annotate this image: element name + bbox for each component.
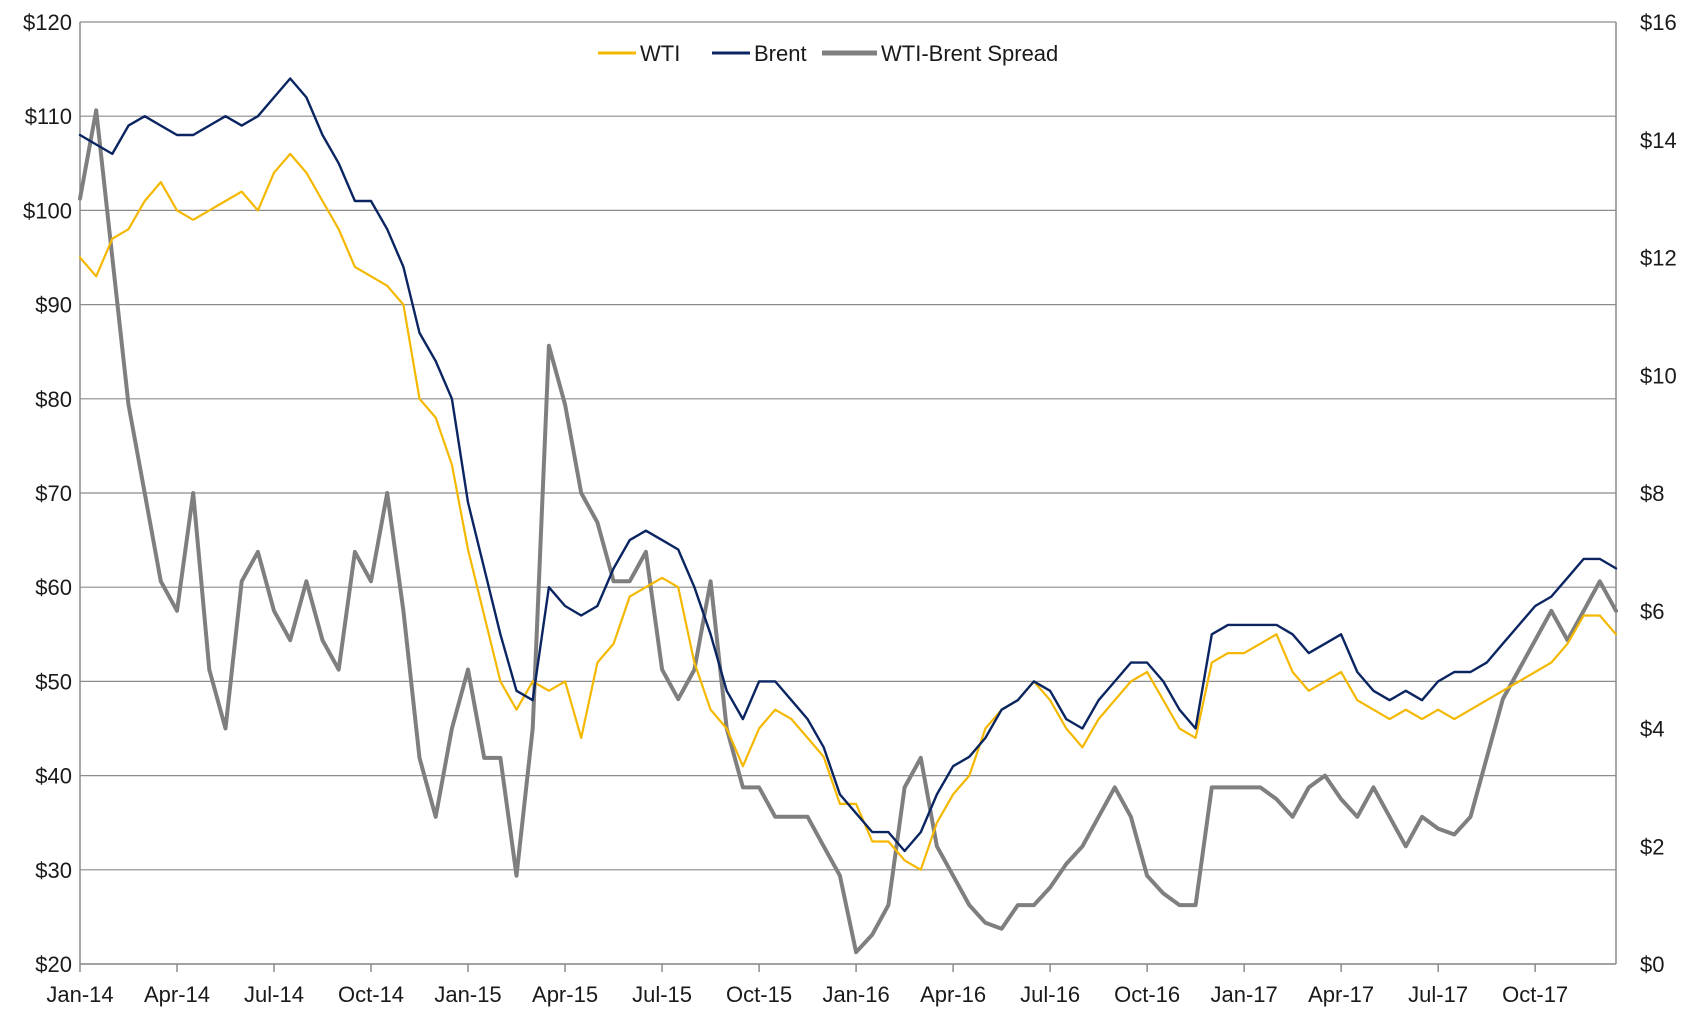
y-right-tick-label: $12 <box>1640 246 1677 271</box>
y-right-tick-label: $10 <box>1640 363 1677 388</box>
series-line-wti <box>78 152 1618 871</box>
y-right-tick-label: $0 <box>1640 952 1664 977</box>
x-tick-label: Jul-17 <box>1408 982 1468 1007</box>
y-left-tick-label: $70 <box>35 481 72 506</box>
y-right-tick-label: $8 <box>1640 481 1664 506</box>
x-tick-label: Jan-15 <box>434 982 501 1007</box>
x-tick-label: Oct-15 <box>726 982 792 1007</box>
x-tick-label: Apr-15 <box>532 982 598 1007</box>
y-left-tick-label: $90 <box>35 293 72 318</box>
legend: WTI Brent WTI-Brent Spread <box>598 41 1058 66</box>
x-tick-label: Jul-16 <box>1020 982 1080 1007</box>
x-tick-label: Jan-14 <box>46 982 113 1007</box>
x-tick-label: Jan-17 <box>1210 982 1277 1007</box>
legend-label-brent: Brent <box>754 41 807 66</box>
y-right-tick-label: $4 <box>1640 717 1664 742</box>
series-line-brent <box>78 77 1618 853</box>
legend-label-wti-brent-spread: WTI-Brent Spread <box>881 41 1058 66</box>
y-right-tick-label: $2 <box>1640 834 1664 859</box>
x-tick-label: Oct-16 <box>1114 982 1180 1007</box>
y-left-tick-label: $120 <box>23 10 72 35</box>
axes <box>79 22 1617 972</box>
tick-labels: $20 $30 $40 $50 $60 $70 $80 $90 $100 $110 $120 $0 $2… <box>23 10 1677 1007</box>
x-tick-label: Oct-17 <box>1502 982 1568 1007</box>
y-left-tick-label: $80 <box>35 387 72 412</box>
x-tick-label: Jan-16 <box>822 982 889 1007</box>
x-tick-label: Jul-14 <box>244 982 304 1007</box>
x-tick-label: Apr-17 <box>1308 982 1374 1007</box>
y-left-tick-label: $100 <box>23 198 72 223</box>
y-left-tick-label: $40 <box>35 764 72 789</box>
series-line-wti-brent-spread <box>78 108 1618 955</box>
gridlines <box>80 21 1616 965</box>
x-tick-label: Apr-14 <box>144 982 210 1007</box>
y-left-tick-label: $110 <box>25 104 72 129</box>
y-left-tick-label: $30 <box>35 858 72 883</box>
y-right-tick-label: $14 <box>1640 128 1677 153</box>
x-tick-label: Jul-15 <box>632 982 692 1007</box>
y-left-tick-label: $50 <box>35 669 72 694</box>
y-right-tick-label: $16 <box>1640 10 1677 35</box>
y-right-tick-label: $6 <box>1640 599 1664 624</box>
series-group <box>78 77 1618 955</box>
y-left-tick-label: $60 <box>35 575 72 600</box>
x-tick-label: Oct-14 <box>338 982 404 1007</box>
y-left-tick-label: $20 <box>35 952 72 977</box>
x-tick-label: Apr-16 <box>920 982 986 1007</box>
legend-label-wti: WTI <box>640 41 680 66</box>
